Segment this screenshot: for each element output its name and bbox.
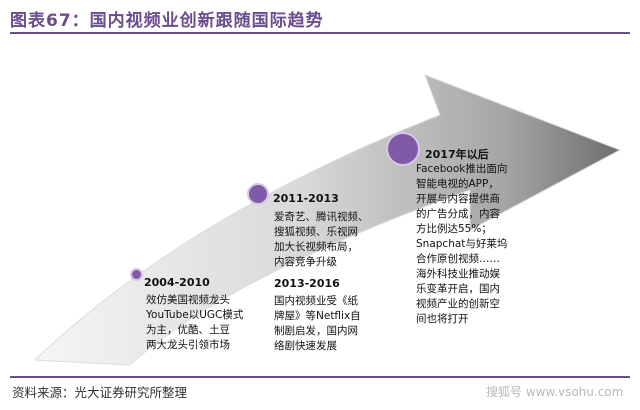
title-divider	[10, 32, 630, 34]
milestone-dot-2004	[130, 268, 143, 281]
milestone-dot-2017	[386, 132, 420, 166]
milestone-label-2013: 2013-2016	[274, 277, 340, 290]
figure-title: 图表67：国内视频业创新跟随国际趋势	[10, 11, 324, 31]
watermark: 搜狐号 www.vsohu.com	[486, 385, 624, 399]
milestone-desc-2017: Facebook推出面向 智能电视的APP， 开展与内容提供商 的广告分成，内容…	[416, 163, 508, 325]
milestone-desc-2011: 爱奇艺、腾讯视频、 搜狐视频、乐视网 加大长视频布局， 内容竞争升级	[274, 211, 369, 268]
source-note: 资料来源：光大证券研究所整理	[12, 385, 188, 400]
milestone-dot-2011	[247, 183, 269, 205]
milestone-label-2017: 2017年以后	[425, 148, 489, 161]
milestone-label-2004: 2004-2010	[144, 276, 210, 289]
footer-divider	[10, 376, 630, 378]
arrow-shape	[33, 74, 622, 366]
milestone-desc-2013: 国内视频业受《纸 牌屋》等Netflix自 制剧启发，国内网 络剧快速发展	[274, 295, 361, 352]
milestone-desc-2004: 效仿美国视频龙头 YouTube以UGC模式 为主，优酷、土豆 两大龙头引领市场	[146, 294, 244, 351]
milestone-label-2011: 2011-2013	[273, 192, 339, 205]
